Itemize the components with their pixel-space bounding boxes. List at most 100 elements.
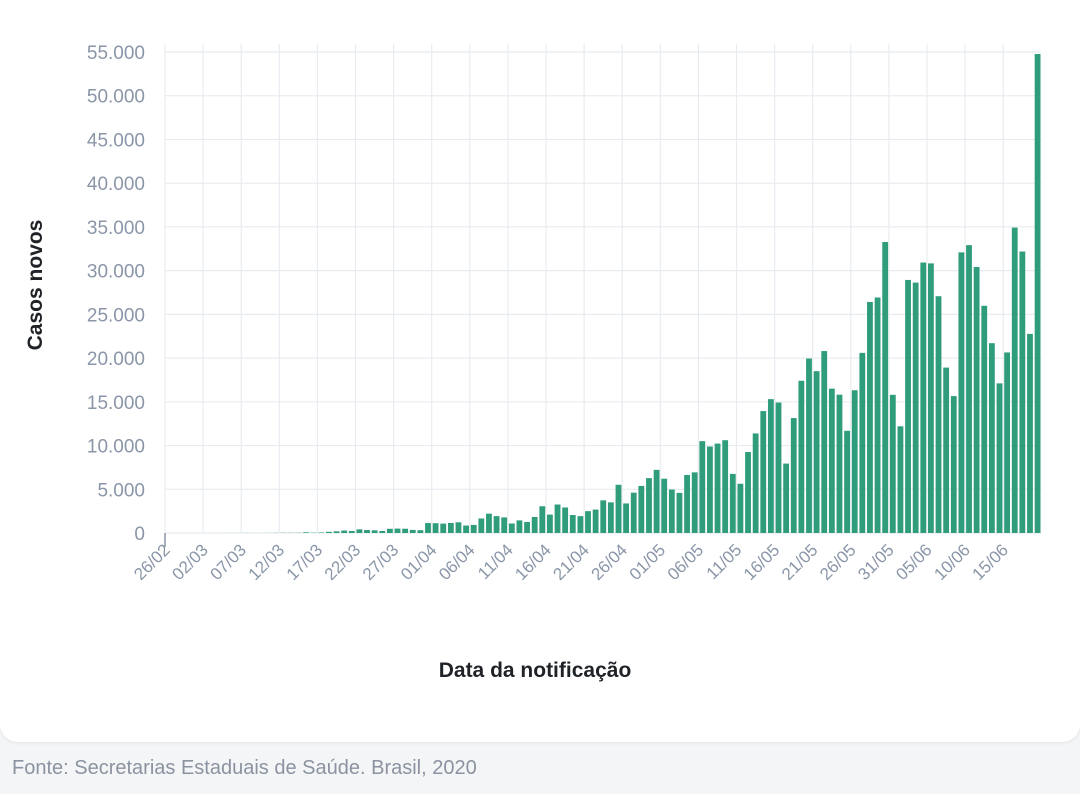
bar xyxy=(394,528,401,533)
bar xyxy=(607,502,614,533)
bar xyxy=(577,516,584,533)
bar xyxy=(973,267,980,533)
x-tick-label: 17/03 xyxy=(283,540,327,584)
bar xyxy=(447,522,454,533)
bar xyxy=(928,263,934,533)
x-tick-label: 05/06 xyxy=(892,540,936,584)
bar xyxy=(592,509,599,533)
bar xyxy=(813,371,820,533)
y-tick-label: 30.000 xyxy=(87,262,145,283)
x-tick-label: 10/06 xyxy=(930,540,974,584)
y-axis-label: Casos novos xyxy=(24,220,47,351)
bar xyxy=(425,523,431,533)
bar xyxy=(790,418,797,533)
bar xyxy=(882,242,889,534)
bar xyxy=(935,296,942,533)
bar xyxy=(737,483,744,533)
bar xyxy=(798,380,805,533)
bar xyxy=(943,367,950,533)
bar xyxy=(348,531,355,533)
bar xyxy=(409,529,416,533)
x-tick-label: 16/05 xyxy=(740,540,784,584)
bar xyxy=(699,441,706,533)
bar xyxy=(386,528,393,533)
bar xyxy=(828,388,835,533)
x-tick-label: 11/04 xyxy=(474,540,517,583)
y-tick-label: 10.000 xyxy=(87,437,145,458)
bar xyxy=(341,530,348,533)
bar xyxy=(920,262,927,533)
bar xyxy=(752,433,759,533)
bar xyxy=(455,522,462,533)
bar xyxy=(714,443,721,533)
bar xyxy=(988,343,995,533)
y-tick-label: 15.000 xyxy=(87,393,145,414)
x-tick-label: 11/05 xyxy=(703,540,746,583)
bar xyxy=(493,516,500,533)
bar xyxy=(950,396,957,533)
y-tick-label: 5.000 xyxy=(97,480,145,501)
bar xyxy=(897,426,904,533)
bar xyxy=(653,469,660,533)
bar xyxy=(356,529,363,533)
bar xyxy=(646,478,652,533)
x-ticks: 26/0202/0307/0312/0317/0322/0327/0301/04… xyxy=(130,540,1012,584)
x-tick-label: 27/03 xyxy=(359,540,403,584)
bar xyxy=(524,521,530,533)
bar xyxy=(905,279,911,533)
x-tick-label: 15/06 xyxy=(969,540,1013,584)
bar xyxy=(996,383,1003,533)
x-tick-label: 01/05 xyxy=(626,540,670,584)
bar xyxy=(729,473,736,533)
y-tick-label: 0 xyxy=(134,524,145,545)
bar xyxy=(767,399,774,533)
y-tick-label: 20.000 xyxy=(87,349,145,370)
y-ticks: 0 5.000 10.000 15.000 20.000 25.000 30.000 35.0… xyxy=(87,43,145,545)
y-tick-label: 25.000 xyxy=(87,305,145,326)
x-tick-label: 07/03 xyxy=(207,540,251,584)
bar xyxy=(486,513,492,533)
bar xyxy=(554,504,561,533)
bar xyxy=(516,520,523,533)
bar xyxy=(684,474,690,533)
bar xyxy=(638,485,645,533)
bar xyxy=(303,532,309,533)
bar xyxy=(508,523,515,533)
bar xyxy=(402,528,409,533)
bar xyxy=(691,472,698,533)
bar xyxy=(585,511,591,533)
bars xyxy=(166,54,1041,534)
bar xyxy=(851,390,858,533)
bar-chart: 0 5.000 10.000 15.000 20.000 25.000 30.000 35.0… xyxy=(24,43,1042,682)
x-tick-label: 16/04 xyxy=(511,540,555,584)
bar xyxy=(707,446,713,533)
bar xyxy=(836,394,843,533)
bar xyxy=(981,305,988,533)
bar xyxy=(364,529,370,533)
x-tick-label: 02/03 xyxy=(168,540,212,584)
bar xyxy=(966,245,972,533)
bar xyxy=(867,301,873,533)
bar xyxy=(463,525,469,533)
bar xyxy=(806,358,812,533)
bar xyxy=(1027,333,1033,533)
bar xyxy=(775,402,782,533)
bar xyxy=(432,523,439,533)
grid xyxy=(164,44,1042,547)
bar xyxy=(501,517,508,533)
x-tick-label: 21/05 xyxy=(778,540,822,584)
bar xyxy=(844,430,850,533)
x-tick-label: 26/04 xyxy=(588,540,632,584)
x-tick-label: 06/04 xyxy=(435,540,479,584)
bar xyxy=(722,440,729,533)
bar xyxy=(547,514,553,533)
x-tick-label: 22/03 xyxy=(321,540,365,584)
bar xyxy=(1034,54,1041,533)
bar xyxy=(661,478,668,533)
bar xyxy=(417,530,424,533)
bar xyxy=(531,516,538,533)
bar xyxy=(1019,251,1026,533)
bar xyxy=(470,524,477,533)
source-note: Fonte: Secretarias Estaduais de Saúde. B… xyxy=(12,757,477,779)
y-tick-label: 55.000 xyxy=(87,43,145,64)
